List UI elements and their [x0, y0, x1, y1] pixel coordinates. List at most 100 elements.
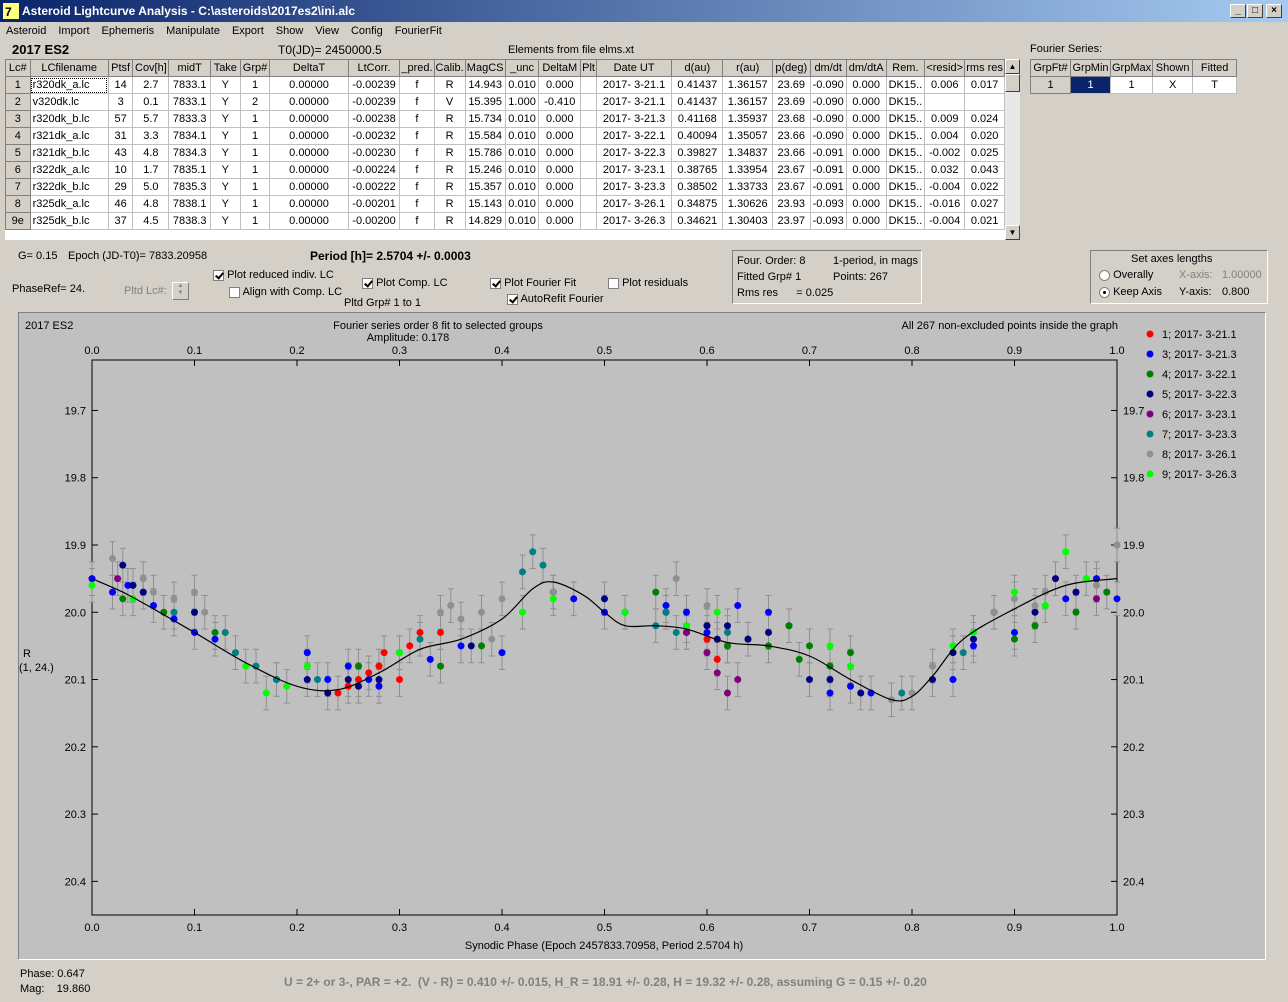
- table-cell[interactable]: [580, 161, 598, 179]
- table-cell[interactable]: -0.00222: [347, 178, 401, 196]
- table-cell[interactable]: 7838.1: [168, 195, 211, 213]
- table-cell[interactable]: 14.943: [464, 76, 506, 94]
- table-cell[interactable]: 15.786: [464, 144, 506, 162]
- table-cell[interactable]: Y: [210, 178, 241, 196]
- table-cell[interactable]: DK15..: [885, 110, 926, 128]
- table-cell[interactable]: 0.00000: [269, 195, 349, 213]
- table-cell[interactable]: 29: [107, 178, 134, 196]
- table-cell[interactable]: 0.00000: [269, 212, 349, 230]
- table-cell[interactable]: 0.000: [538, 76, 582, 94]
- table-row[interactable]: 7 r322dk_b.lc 29 5.0 7835.3 Y 1 0.00000 -0.00222…: [5, 178, 1005, 196]
- plot-reduced-checkbox[interactable]: Plot reduced indiv. LC: [213, 269, 334, 281]
- table-cell[interactable]: 0.38765: [671, 161, 724, 179]
- fourier-column-header[interactable]: Shown: [1152, 59, 1194, 77]
- table-cell[interactable]: [964, 93, 1005, 111]
- column-header[interactable]: DeltaT: [269, 59, 349, 77]
- table-cell[interactable]: 0.40094: [671, 127, 724, 145]
- table-cell[interactable]: f: [399, 178, 435, 196]
- column-header[interactable]: Ptsf: [107, 59, 134, 77]
- table-cell[interactable]: 0.00000: [269, 178, 349, 196]
- column-header[interactable]: p(deg): [771, 59, 811, 77]
- column-header[interactable]: d(au): [671, 59, 724, 77]
- table-cell[interactable]: 15.143: [464, 195, 506, 213]
- table-cell[interactable]: 23.67: [771, 178, 811, 196]
- table-cell[interactable]: 23.68: [771, 110, 811, 128]
- table-cell[interactable]: 0.020: [964, 127, 1005, 145]
- table-cell[interactable]: 1.33733: [722, 178, 773, 196]
- table-cell[interactable]: f: [399, 127, 435, 145]
- table-cell[interactable]: Y: [210, 127, 241, 145]
- column-header[interactable]: rms res: [964, 59, 1005, 77]
- table-cell[interactable]: -0.00201: [347, 195, 401, 213]
- table-cell[interactable]: 0.38502: [671, 178, 724, 196]
- table-cell[interactable]: 23.69: [771, 76, 811, 94]
- table-cell[interactable]: f: [399, 93, 435, 111]
- table-cell[interactable]: r322dk_b.lc: [29, 178, 109, 196]
- table-cell[interactable]: [924, 93, 966, 111]
- table-cell[interactable]: 1.36157: [722, 76, 773, 94]
- table-cell[interactable]: r321dk_b.lc: [29, 144, 109, 162]
- table-cell[interactable]: 1.7: [132, 161, 170, 179]
- scroll-down-arrow-icon[interactable]: ▼: [1005, 225, 1020, 240]
- table-cell[interactable]: 23.69: [771, 93, 811, 111]
- plot-fourier-checkbox[interactable]: Plot Fourier Fit: [490, 277, 576, 289]
- table-cell[interactable]: R: [433, 212, 466, 230]
- table-row[interactable]: 9e r325dk_b.lc 37 4.5 7838.3 Y 1 0.00000 -0.0020…: [5, 212, 1005, 230]
- table-cell[interactable]: 23.66: [771, 144, 811, 162]
- column-header[interactable]: Lc#: [5, 59, 31, 77]
- table-cell[interactable]: V: [433, 93, 466, 111]
- table-cell[interactable]: 1.35057: [722, 127, 773, 145]
- plot-residuals-checkbox[interactable]: Plot residuals: [608, 277, 688, 289]
- table-cell[interactable]: 15.357: [464, 178, 506, 196]
- autorefit-checkbox[interactable]: AutoRefit Fourier: [507, 293, 604, 305]
- table-cell[interactable]: 0.010: [504, 144, 540, 162]
- table-cell[interactable]: -0.00239: [347, 76, 401, 94]
- table-cell[interactable]: [580, 144, 598, 162]
- table-cell[interactable]: 0.010: [504, 212, 540, 230]
- fourier-cell[interactable]: 1: [1070, 76, 1111, 94]
- table-cell[interactable]: R: [433, 110, 466, 128]
- fourier-column-header[interactable]: GrpMin: [1070, 59, 1111, 77]
- table-cell[interactable]: 0.027: [964, 195, 1005, 213]
- table-cell[interactable]: -0.091: [809, 161, 847, 179]
- table-cell[interactable]: 1: [239, 178, 271, 196]
- table-cell[interactable]: 1.30626: [722, 195, 773, 213]
- table-cell[interactable]: 0.41168: [671, 110, 724, 128]
- row-header[interactable]: 8: [5, 195, 31, 213]
- table-cell[interactable]: 0.000: [845, 93, 887, 111]
- menu-import[interactable]: Import: [58, 25, 90, 37]
- table-cell[interactable]: 0.00000: [269, 93, 349, 111]
- table-cell[interactable]: [580, 127, 598, 145]
- table-cell[interactable]: 0.010: [504, 76, 540, 94]
- fourier-cell[interactable]: T: [1192, 76, 1238, 94]
- menu-export[interactable]: Export: [231, 25, 264, 37]
- table-cell[interactable]: 7833.3: [168, 110, 211, 128]
- column-header[interactable]: _pred.: [399, 59, 435, 77]
- table-cell[interactable]: 2017- 3-22.3: [596, 144, 673, 162]
- table-cell[interactable]: 0.010: [504, 110, 540, 128]
- table-cell[interactable]: 1: [239, 76, 271, 94]
- table-cell[interactable]: 7835.1: [168, 161, 211, 179]
- table-cell[interactable]: 0.000: [845, 110, 887, 128]
- table-cell[interactable]: 1: [239, 110, 271, 128]
- column-header[interactable]: <resid>: [924, 59, 966, 77]
- table-cell[interactable]: 7834.1: [168, 127, 211, 145]
- table-cell[interactable]: 3.3: [132, 127, 170, 145]
- table-cell[interactable]: f: [399, 212, 435, 230]
- table-cell[interactable]: [580, 93, 598, 111]
- row-header[interactable]: 1: [5, 76, 31, 94]
- table-cell[interactable]: [580, 76, 598, 94]
- table-cell[interactable]: r320dk_a.lc: [29, 76, 109, 94]
- menu-fourierfit[interactable]: FourierFit: [394, 25, 442, 37]
- table-cell[interactable]: f: [399, 110, 435, 128]
- maximize-button[interactable]: □: [1247, 4, 1263, 18]
- table-cell[interactable]: 0.000: [538, 110, 582, 128]
- row-header[interactable]: 5: [5, 144, 31, 162]
- table-cell[interactable]: [580, 178, 598, 196]
- column-header[interactable]: LCfilename: [29, 59, 109, 77]
- table-cell[interactable]: 1.35937: [722, 110, 773, 128]
- lightcurve-plot[interactable]: 2017 ES2 Fourier series order 8 fit to s…: [19, 313, 1265, 959]
- table-cell[interactable]: 37: [107, 212, 134, 230]
- table-row[interactable]: 5 r321dk_b.lc 43 4.8 7834.3 Y 1 0.00000 -0.00230…: [5, 144, 1005, 162]
- table-cell[interactable]: 10: [107, 161, 134, 179]
